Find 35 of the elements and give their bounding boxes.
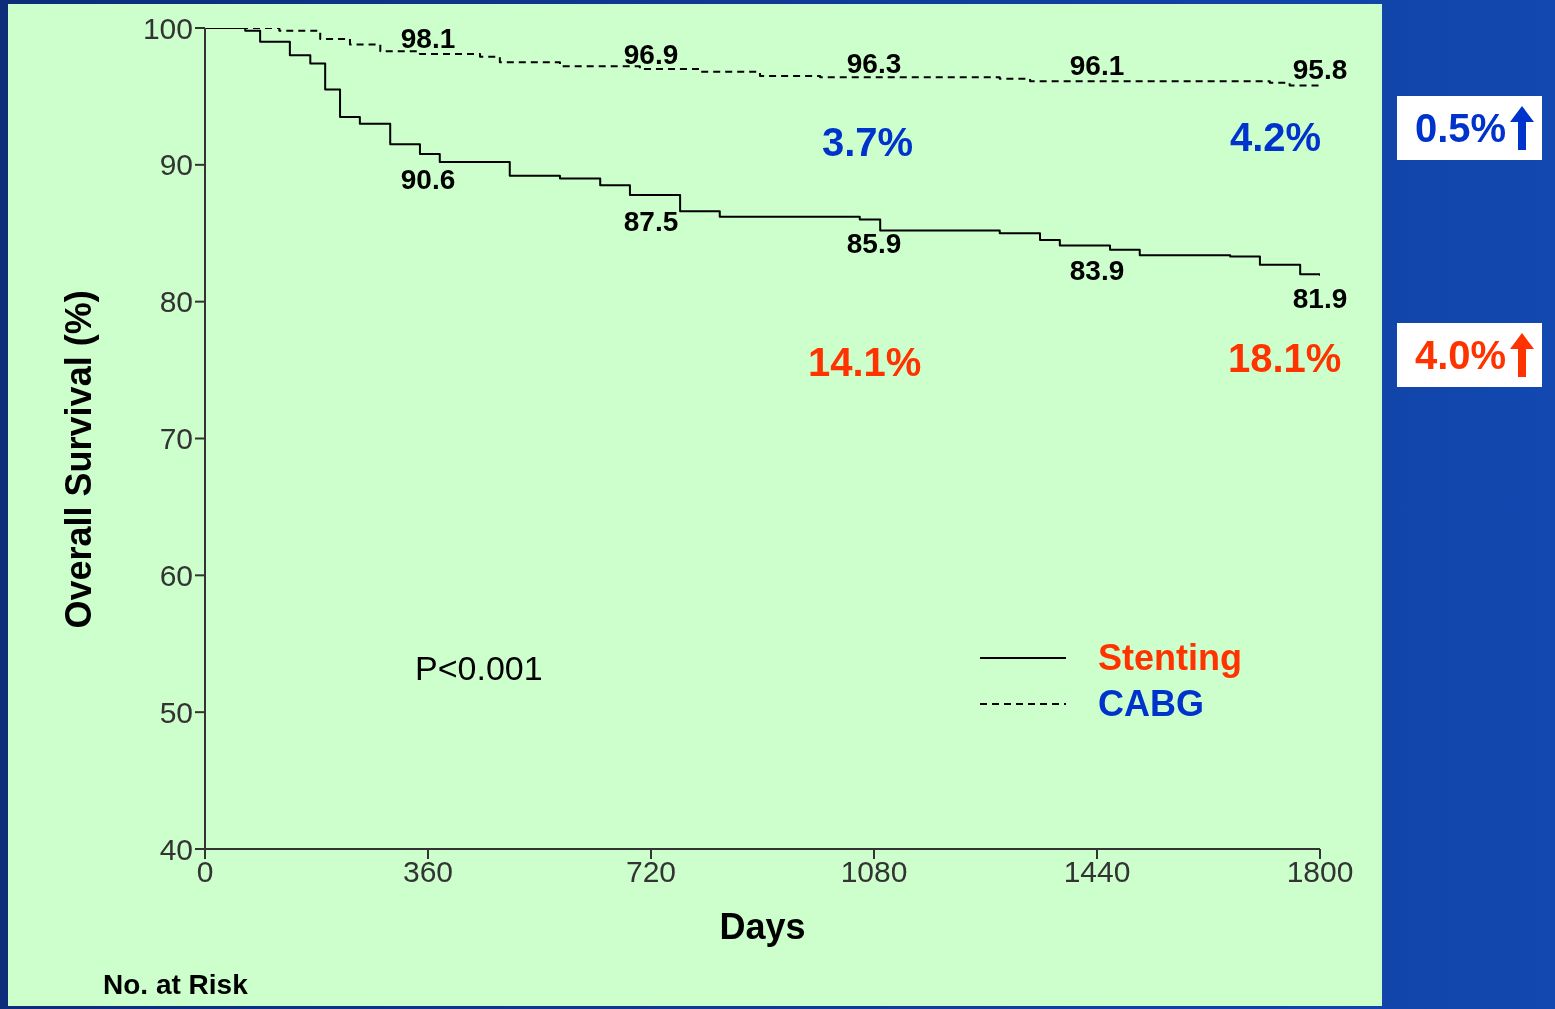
y-tick-label: 70 — [159, 422, 193, 456]
x-tick-label: 360 — [402, 855, 454, 889]
annotation: 81.9 — [1292, 282, 1348, 314]
annotation: 87.5 — [623, 205, 679, 237]
annotation: 96.3 — [846, 47, 902, 79]
annotation: 96.9 — [623, 39, 679, 71]
annotation: 98.1 — [400, 23, 456, 54]
x-tick-label: 0 — [196, 855, 214, 889]
annotation: 83.9 — [1069, 255, 1125, 287]
annotation: 4.2% — [1230, 115, 1322, 159]
annotation: 3.7% — [822, 120, 914, 164]
y-tick-label: 40 — [159, 832, 193, 866]
annotation: 90.6 — [400, 163, 456, 195]
text: No. at Risk — [103, 969, 248, 1001]
x-tick-label: 720 — [625, 855, 677, 889]
x-tick-label: 1800 — [1286, 855, 1354, 889]
y-tick-label: 90 — [159, 148, 193, 182]
annotation: 85.9 — [846, 227, 902, 259]
annotation: P<0.001 — [415, 649, 543, 688]
annotation: 18.1% — [1228, 336, 1342, 380]
legend-label: CABG — [1098, 683, 1204, 725]
x-tick-label: 1080 — [840, 855, 908, 889]
legend-label: Stenting — [1098, 637, 1242, 679]
y-tick-label: 80 — [159, 285, 193, 319]
y-axis-title: Overall Survival (%) — [57, 290, 99, 629]
y-tick-label: 60 — [159, 558, 193, 592]
annotation: 14.1% — [808, 340, 922, 384]
annotation: 95.8 — [1292, 54, 1348, 86]
x-tick-label: 1440 — [1063, 855, 1131, 889]
annotation: 96.1 — [1069, 50, 1125, 82]
y-tick-label: 50 — [159, 695, 193, 729]
text: 0.5% — [1415, 106, 1507, 150]
y-tick-label: 100 — [142, 11, 193, 45]
x-axis-title: Days — [719, 906, 806, 947]
text: 4.0% — [1415, 333, 1507, 377]
